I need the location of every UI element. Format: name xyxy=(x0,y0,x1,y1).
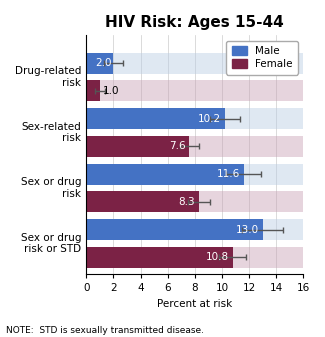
Bar xyxy=(86,219,303,240)
Bar xyxy=(86,108,225,129)
Legend: Male, Female: Male, Female xyxy=(226,40,298,74)
Text: NOTE:  STD is sexually transmitted disease.: NOTE: STD is sexually transmitted diseas… xyxy=(6,326,204,335)
Bar xyxy=(86,191,303,212)
Title: HIV Risk: Ages 15-44: HIV Risk: Ages 15-44 xyxy=(105,15,284,30)
Bar xyxy=(86,53,303,73)
Text: 11.6: 11.6 xyxy=(216,169,240,179)
Bar xyxy=(86,53,113,73)
Bar xyxy=(86,108,303,129)
Text: 10.2: 10.2 xyxy=(198,114,221,124)
Text: 2.0: 2.0 xyxy=(95,58,111,68)
Bar xyxy=(86,136,303,157)
Bar xyxy=(86,247,233,268)
Bar xyxy=(86,136,189,157)
Bar xyxy=(86,80,303,101)
Text: 1.0: 1.0 xyxy=(102,86,119,96)
Bar xyxy=(86,163,303,185)
X-axis label: Percent at risk: Percent at risk xyxy=(157,299,232,308)
Text: 10.8: 10.8 xyxy=(206,252,229,262)
Bar xyxy=(86,247,303,268)
Text: 8.3: 8.3 xyxy=(178,197,195,207)
Bar xyxy=(86,80,100,101)
Bar xyxy=(86,219,263,240)
Bar xyxy=(86,163,244,185)
Text: 7.6: 7.6 xyxy=(169,141,185,151)
Bar xyxy=(86,191,199,212)
Text: 13.0: 13.0 xyxy=(236,224,259,235)
